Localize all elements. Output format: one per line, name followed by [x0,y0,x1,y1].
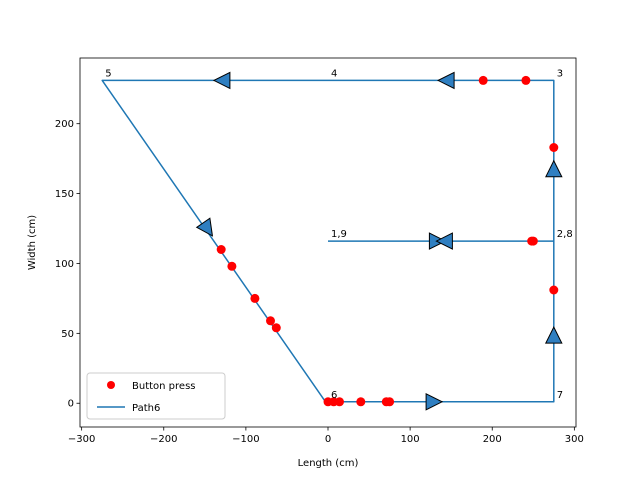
y-tick-label: 150 [55,189,74,200]
annotation-6: 6 [331,390,337,401]
y-tick-label: 200 [55,119,74,130]
x-tick-label: 200 [483,434,502,445]
y-tick-label: 0 [68,399,74,410]
axes: −300 −200 −100 0 100 200 300 0 50 100 150 200 [55,57,584,445]
annotation-4: 1,9 [331,229,347,240]
button-press-point-3 [250,293,260,303]
y-tick-label: 100 [55,259,74,270]
legend-label-button-press: Button press [132,381,196,392]
x-tick-label: −200 [150,434,177,445]
button-press-point-2 [227,261,237,271]
annotation-3: 3 [557,68,563,79]
annotation-2: 4 [331,68,337,79]
button-press-point-16 [521,75,531,85]
direction-arrow-4 [544,325,563,344]
button-press-point-13 [528,236,538,246]
plot-area: 5 4 3 1,9 2,8 6 7 [101,68,573,411]
legend: Button press Path6 [86,372,226,420]
button-press-point-17 [478,75,488,85]
button-press-point-14 [549,285,559,295]
button-press-point-4 [266,316,275,326]
button-press-point-5 [271,323,281,333]
series-path6-line [101,79,555,403]
direction-arrow-6 [212,71,231,90]
y-axis-label: Width (cm) [27,215,38,270]
direction-arrow-5 [436,71,455,90]
direction-arrow-8 [425,392,444,411]
button-press-point-9 [356,397,366,407]
legend-marker-button-press [107,381,115,389]
x-tick-label: 100 [401,434,420,445]
y-tick-label: 50 [61,329,74,340]
x-tick-label: 300 [565,434,584,445]
button-press-point-8 [335,397,344,407]
direction-arrow-7 [195,217,214,237]
x-tick-label: −300 [68,434,95,445]
x-tick-label: −100 [232,434,259,445]
annotation-1: 5 [105,68,111,79]
button-press-point-1 [216,245,226,254]
button-press-point-11 [385,397,395,407]
button-press-point-15 [549,143,559,152]
direction-arrow-2 [435,232,453,250]
annotation-5: 2,8 [557,229,573,240]
annotation-7: 7 [557,390,563,401]
x-axis-label: Length (cm) [298,458,359,469]
legend-label-path6: Path6 [132,403,160,414]
direction-arrow-3 [544,159,563,178]
x-tick-label: 0 [325,434,331,445]
